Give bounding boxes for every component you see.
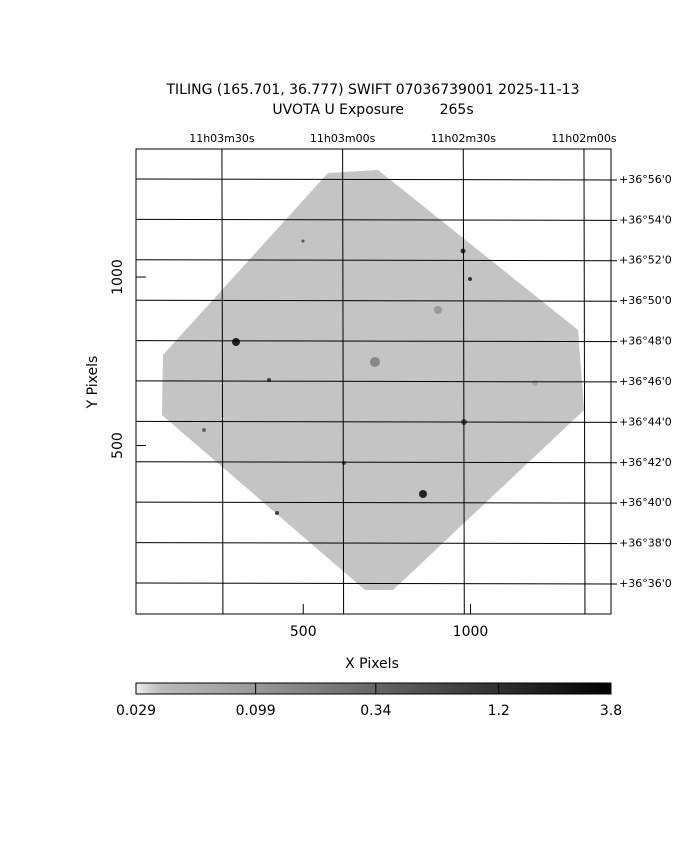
x-tick-label: 500 [290, 624, 317, 640]
dec-tick-label: +36°52'0 [619, 254, 672, 267]
source [419, 490, 427, 498]
dec-tick-label: +36°48'0 [619, 335, 672, 348]
dec-tick-label: +36°54'0 [619, 213, 672, 226]
dec-tick-label: +36°40'0 [619, 496, 672, 509]
dec-grid-line [135, 178, 618, 181]
dec-grid-line [135, 299, 618, 302]
colorbar-tick-label: 0.34 [360, 703, 391, 719]
source [434, 306, 442, 314]
dec-grid-line [135, 420, 618, 423]
dec-tick-label: +36°38'0 [619, 537, 672, 550]
y-tick-label: 1000 [110, 259, 126, 295]
image-footprint [162, 170, 584, 590]
source [468, 277, 472, 281]
ra-tick-label: 11h03m30s [189, 132, 255, 145]
colorbar-tick-label: 0.099 [236, 703, 276, 719]
ra-tick-label: 11h02m30s [431, 132, 497, 145]
source [301, 239, 305, 243]
colorbar [135, 682, 612, 695]
dec-grid-line [135, 461, 618, 464]
dec-grid-line [135, 259, 618, 262]
dec-grid-line [135, 582, 618, 585]
exposure-image [162, 170, 584, 590]
source [232, 338, 240, 346]
dec-grid-line [135, 380, 618, 383]
dec-tick-label: +36°36'0 [619, 577, 672, 590]
source [202, 428, 206, 432]
y-axis-label: Y Pixels [85, 356, 101, 410]
dec-grid-line [135, 501, 618, 504]
dec-tick-label: +36°50'0 [619, 294, 672, 307]
dec-tick-label: +36°44'0 [619, 415, 672, 428]
chart-title: TILING (165.701, 36.777) SWIFT 070367390… [166, 82, 580, 98]
colorbar-tick-label: 0.029 [116, 703, 156, 719]
source [532, 380, 538, 386]
colorbar-tick-label: 1.2 [488, 703, 510, 719]
source [342, 461, 346, 465]
colorbar-tick-label: 3.8 [600, 703, 622, 719]
source [460, 248, 466, 254]
ra-tick-label: 11h03m00s [310, 132, 376, 145]
source [275, 511, 279, 515]
x-axis-label: X Pixels [345, 656, 399, 672]
chart-subtitle: UVOTA U Exposure 265s [272, 102, 473, 118]
dec-tick-label: +36°42'0 [619, 456, 672, 469]
x-tick-label: 1000 [453, 624, 489, 640]
source [370, 357, 380, 367]
dec-tick-label: +36°46'0 [619, 375, 672, 388]
ra-tick-label: 11h02m00s [551, 132, 617, 145]
dec-tick-label: +36°56'0 [619, 173, 672, 186]
dec-grid-line [135, 542, 618, 545]
dec-grid-line [135, 340, 618, 343]
y-tick-label: 500 [110, 432, 126, 459]
dec-grid-line [135, 218, 618, 221]
